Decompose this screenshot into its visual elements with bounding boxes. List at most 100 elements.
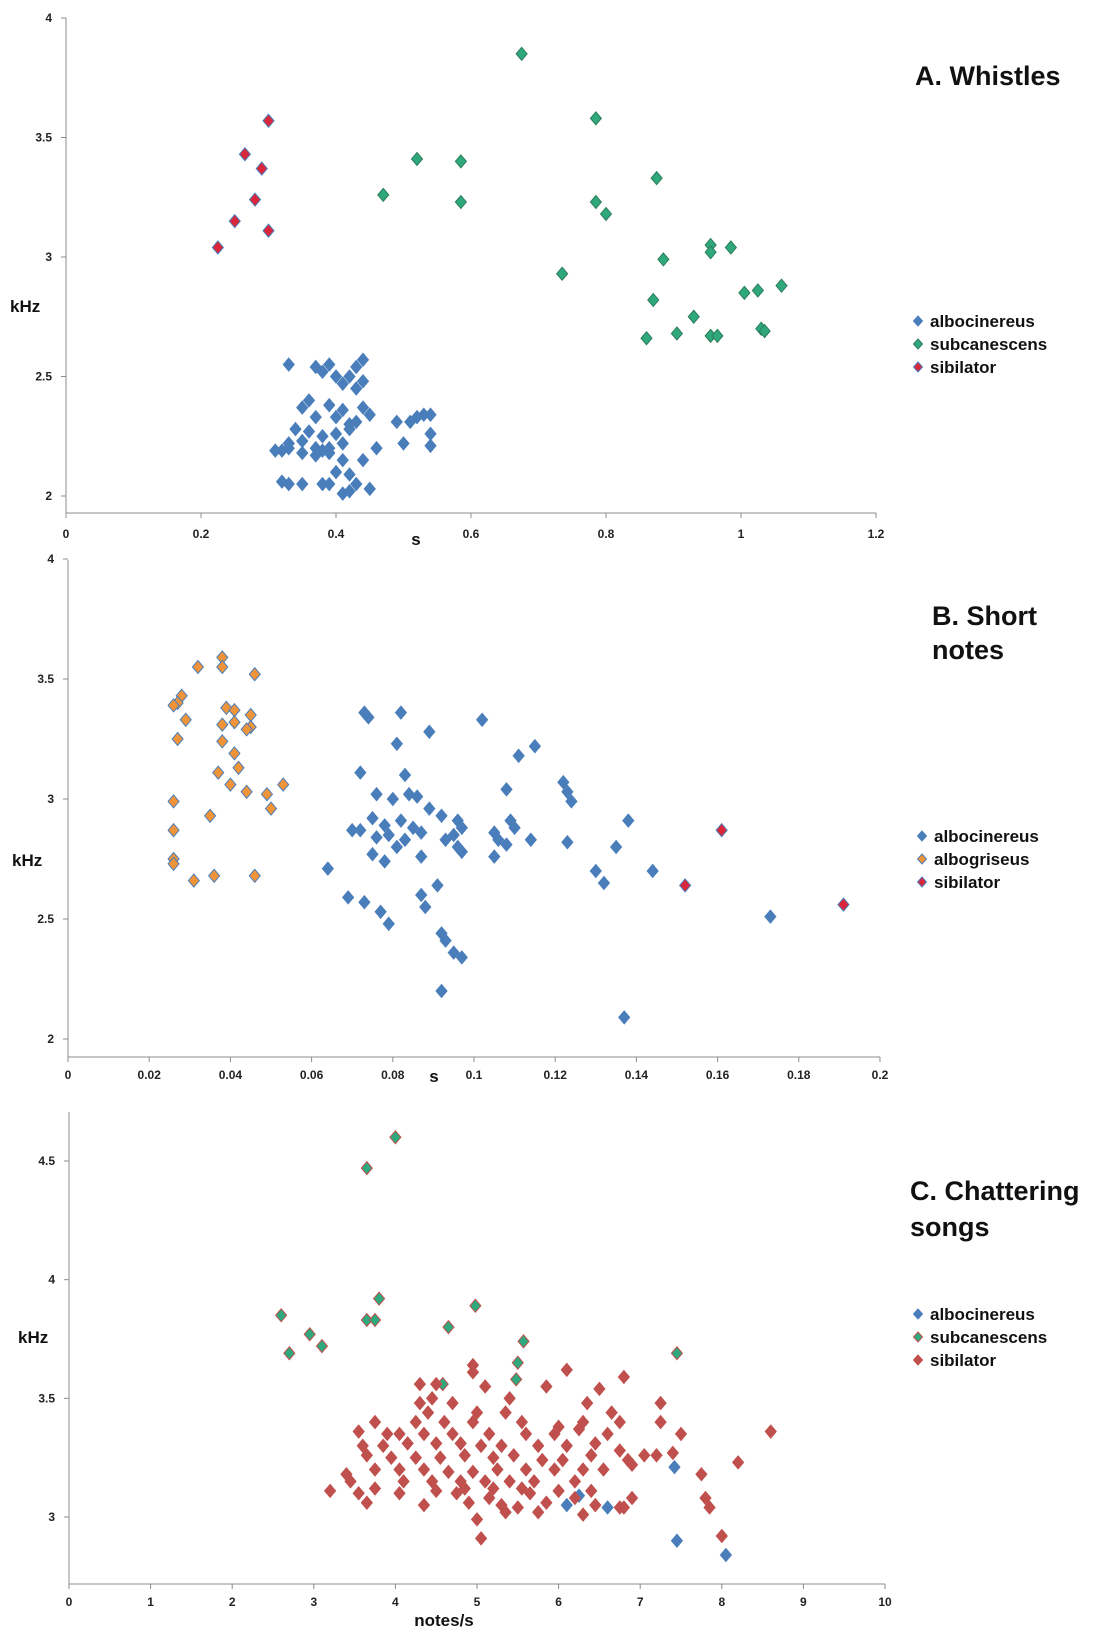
panel-b-point-albocinereus [366, 810, 379, 826]
panel-b-point-albocinereus [366, 846, 379, 862]
panel-b-point-albocinereus [561, 834, 574, 850]
panel-b-x-tick-label: 0.12 [544, 1068, 568, 1082]
panel-b-point-albocinereus [646, 863, 659, 879]
panel-c-point-subcanescens [315, 1338, 329, 1354]
panel-b-point-albocinereus [455, 820, 468, 836]
panel-a-point-albocinereus [323, 476, 336, 492]
panel-b-point-albocinereus [354, 765, 367, 780]
panel-c-point-sibilator [560, 1362, 573, 1378]
panel-a-point-subcanescens [589, 111, 603, 126]
panel-c-point-sibilator [417, 1462, 431, 1477]
panel-a-point-albocinereus [350, 414, 363, 430]
panel-c-point-sibilator [503, 1474, 516, 1489]
panel-a-y-axis-label: kHz [10, 297, 40, 316]
panel-c-y-axis-label: kHz [18, 1328, 48, 1347]
panel-c-point-sibilator [368, 1414, 382, 1430]
panel-c-point-sibilator [417, 1497, 431, 1513]
panel-b-point-albocinereus [378, 818, 391, 833]
panel-c-point-sibilator [352, 1485, 365, 1501]
panel-b-x-axis-label: s [429, 1067, 438, 1086]
panel-b-point-albocinereus [362, 710, 375, 725]
panel-c-point-sibilator [393, 1426, 406, 1442]
panel-a-legend-marker-sibilator [912, 361, 924, 373]
panel-c-point-sibilator [430, 1483, 443, 1499]
panel-a-point-albocinereus [350, 476, 363, 492]
panel-c-point-sibilator [703, 1500, 716, 1515]
panel-a-point-albocinereus [336, 452, 349, 468]
panel-c-point-sibilator [585, 1483, 598, 1499]
panel-a-point-albocinereus [336, 402, 349, 418]
panel-c-point-sibilator [413, 1376, 427, 1392]
panel-c-x-tick-label: 7 [637, 1595, 644, 1609]
panel-b-point-albogriseus [224, 777, 237, 792]
panel-b-point-albogriseus [216, 659, 229, 675]
panel-b-x-tick-label: 0.16 [706, 1068, 730, 1082]
panel-c-point-sibilator [552, 1483, 565, 1499]
panel-a-x-tick-label: 0.8 [598, 527, 615, 541]
panel-c-point-subcanescens [372, 1291, 386, 1306]
panel-c-point-sibilator [487, 1450, 500, 1465]
panel-c-point-sibilator [430, 1436, 443, 1451]
panel-b-point-albogriseus [216, 734, 229, 749]
panel-a-y-tick-label: 3.5 [35, 131, 52, 145]
panel-b-point-albocinereus [524, 832, 537, 848]
panel-b-point-albogriseus [228, 746, 241, 761]
panel-a-point-sibilator [228, 213, 241, 229]
panel-a-point-albocinereus [329, 464, 343, 480]
panel-b-point-albocinereus [370, 786, 383, 802]
panel-c-point-subcanescens [389, 1129, 402, 1145]
panel-c-point-sibilator [556, 1452, 569, 1468]
panel-c-point-sibilator [674, 1426, 688, 1442]
panel-b-point-albocinereus [764, 909, 777, 924]
panel-c-y-tick-label: 4.5 [38, 1154, 55, 1168]
panel-c-point-sibilator [466, 1464, 480, 1480]
panel-a-point-albocinereus [343, 483, 356, 499]
panel-c-y-tick-label: 4 [48, 1273, 55, 1287]
panel-b-title: B. Short [932, 601, 1037, 631]
panel-c-point-sibilator [344, 1474, 357, 1489]
panel-a-x-axis-label: s [411, 530, 420, 549]
panel-a-point-subcanescens [454, 154, 468, 169]
panel-b-x-tick-label: 0.04 [219, 1068, 243, 1082]
panel-c-point-sibilator [474, 1531, 488, 1546]
panel-a-point-albocinereus [329, 426, 343, 442]
panel-a-point-albocinereus [363, 481, 376, 497]
panel-b-point-albocinereus [557, 774, 570, 790]
panel-c-point-sibilator [495, 1438, 508, 1454]
panel-c-point-sibilator [576, 1462, 590, 1477]
panel-c-point-sibilator [601, 1426, 614, 1442]
panel-b-point-albocinereus [390, 839, 404, 855]
panel-a-point-subcanescens [657, 252, 670, 267]
panel-c-point-sibilator [540, 1495, 553, 1511]
panel-c-point-sibilator [368, 1481, 382, 1496]
panel-a-point-albocinereus [424, 438, 437, 454]
panel-c-point-sibilator [409, 1414, 422, 1430]
panel-a-point-albocinereus [282, 476, 295, 492]
panel-b-point-albogriseus [240, 722, 253, 737]
panel-c-point-sibilator [548, 1462, 561, 1477]
panel-a-point-albocinereus [323, 397, 336, 413]
panel-b-point-albogriseus [203, 808, 217, 824]
panel-b-legend-label-albogriseus: albogriseus [934, 850, 1029, 869]
panel-a-point-subcanescens [751, 283, 765, 298]
panel-b-point-albocinereus [618, 1010, 631, 1025]
panel-b-point-albogriseus [216, 717, 229, 732]
panel-b-point-albocinereus [439, 832, 452, 848]
panel-b-y-tick-label: 2.5 [37, 912, 54, 926]
panel-b-legend-marker-sibilator [916, 876, 928, 888]
panel-b-point-albogriseus [232, 760, 245, 776]
panel-b-point-albogriseus [208, 868, 221, 884]
panel-a-point-subcanescens [758, 323, 771, 339]
panel-b-point-albocinereus [415, 849, 428, 864]
panel-c-x-tick-label: 2 [229, 1595, 236, 1609]
panel-b-point-albocinereus [382, 827, 395, 843]
panel-c-point-sibilator [613, 1443, 626, 1458]
panel-a-point-albocinereus [289, 421, 302, 437]
panel-a-point-albocinereus [356, 452, 370, 468]
panel-c-point-sibilator [483, 1490, 496, 1506]
panel-a-point-albocinereus [363, 407, 376, 423]
panel-c-point-sibilator [479, 1474, 492, 1489]
panel-a-point-albocinereus [296, 445, 309, 461]
panel-b-point-albogriseus [228, 714, 241, 730]
panel-b-title: notes [932, 635, 1004, 665]
